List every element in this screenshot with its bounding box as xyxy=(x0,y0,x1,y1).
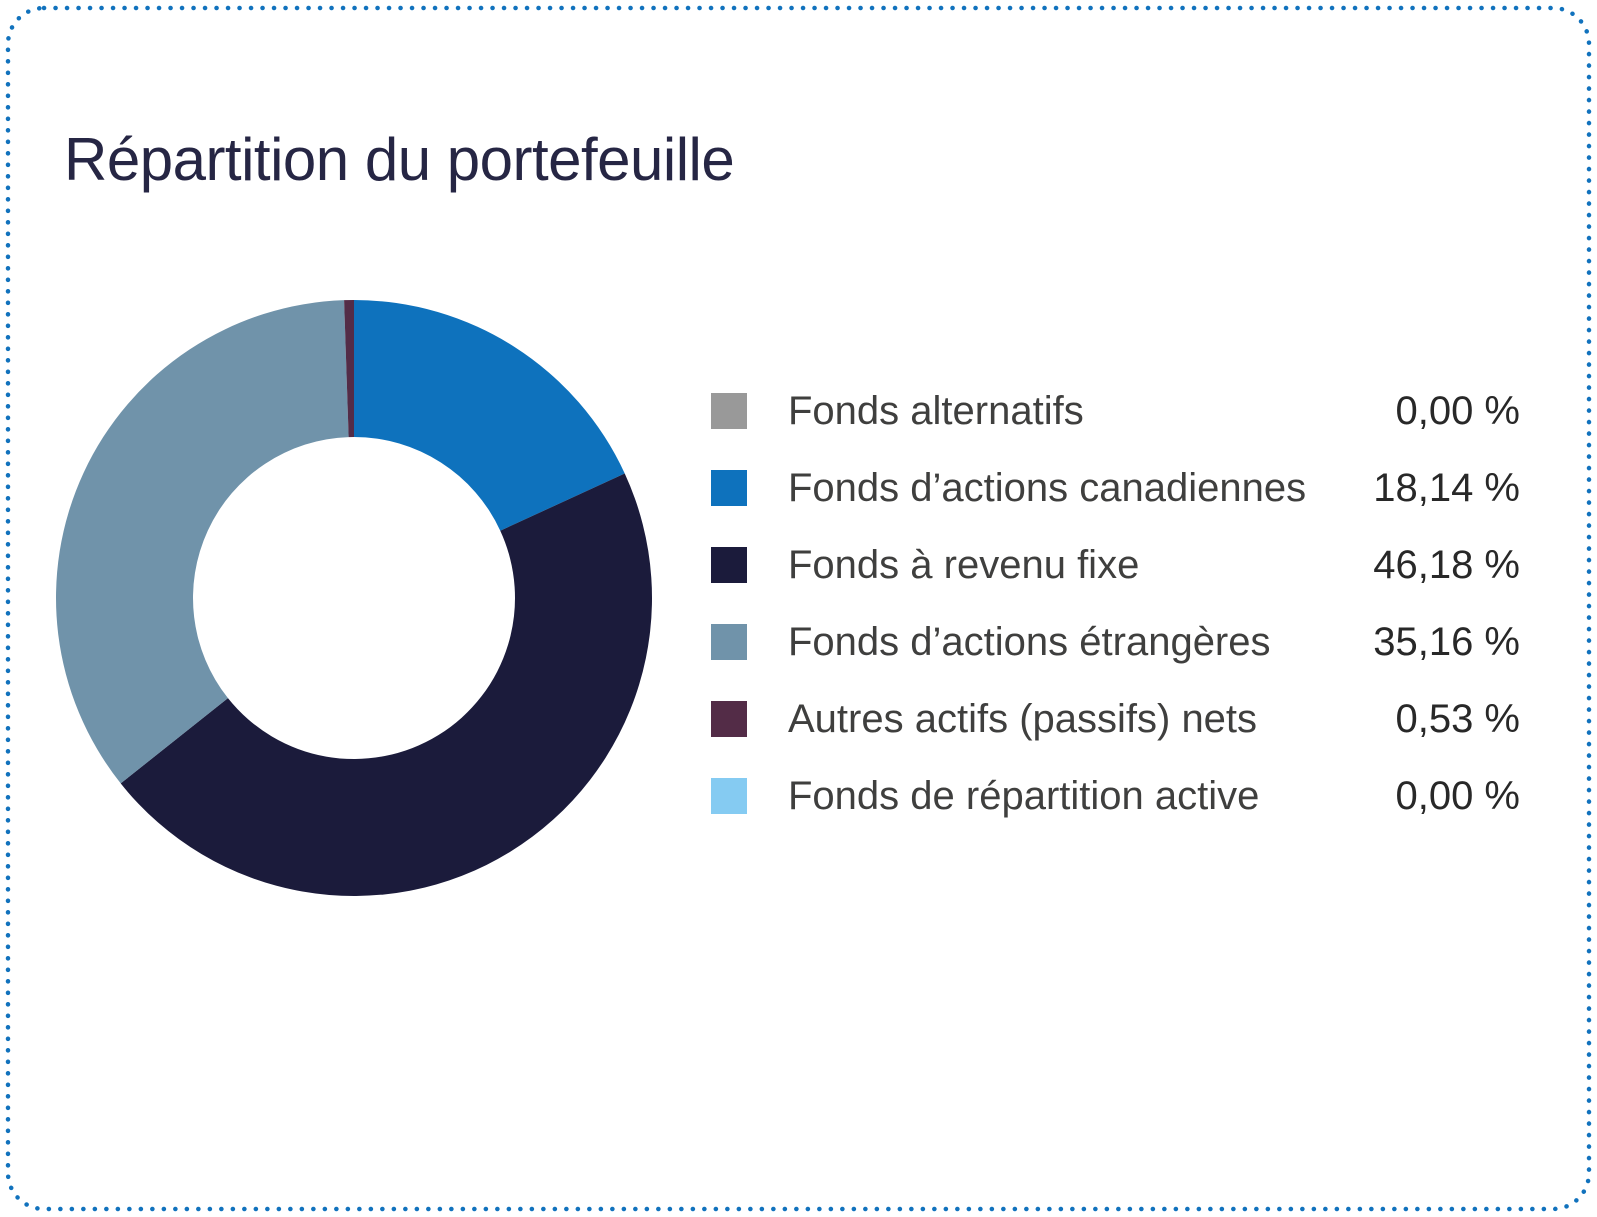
legend-item-fonds-de-repartition-active: Fonds de répartition active 0,00 % xyxy=(711,773,1520,850)
legend-value: 0,53 % xyxy=(1395,697,1520,741)
donut-segment-fonds-d-actions-etrangeres xyxy=(56,300,349,784)
donut-segment-fonds-d-actions-canadiennes xyxy=(354,300,625,531)
legend-color-swatch xyxy=(711,470,747,506)
chart-legend: Fonds alternatifs 0,00 % Fonds d’actions… xyxy=(711,388,1520,850)
legend-value: 0,00 % xyxy=(1395,774,1520,818)
legend-item-fonds-alternatifs: Fonds alternatifs 0,00 % xyxy=(711,388,1520,465)
legend-value: 46,18 % xyxy=(1373,543,1520,587)
legend-value: 0,00 % xyxy=(1395,389,1520,433)
legend-label: Fonds d’actions canadiennes xyxy=(788,466,1307,510)
legend-color-swatch xyxy=(711,547,747,583)
portfolio-donut-chart xyxy=(56,300,653,896)
legend-value: 35,16 % xyxy=(1373,620,1520,664)
legend-item-fonds-a-revenu-fixe: Fonds à revenu fixe 46,18 % xyxy=(711,542,1520,619)
legend-color-swatch xyxy=(711,701,747,737)
legend-color-swatch xyxy=(711,778,747,814)
legend-color-swatch xyxy=(711,624,747,660)
legend-label: Fonds alternatifs xyxy=(788,389,1084,433)
legend-item-fonds-d-actions-etrangeres: Fonds d’actions étrangères 35,16 % xyxy=(711,619,1520,696)
legend-label: Autres actifs (passifs) nets xyxy=(788,697,1258,741)
legend-item-fonds-d-actions-canadiennes: Fonds d’actions canadiennes 18,14 % xyxy=(711,465,1520,542)
legend-item-autres-actifs-passifs-nets: Autres actifs (passifs) nets 0,53 % xyxy=(711,696,1520,773)
legend-label: Fonds de répartition active xyxy=(788,774,1260,818)
donut-segment-fonds-a-revenu-fixe xyxy=(120,473,653,896)
legend-value: 18,14 % xyxy=(1373,466,1520,510)
legend-label: Fonds à revenu fixe xyxy=(788,543,1140,587)
legend-label: Fonds d’actions étrangères xyxy=(788,620,1271,664)
legend-color-swatch xyxy=(711,393,747,429)
donut-segment-autres-actifs-passifs-nets xyxy=(344,300,354,438)
chart-title: Répartition du portefeuille xyxy=(64,126,735,193)
